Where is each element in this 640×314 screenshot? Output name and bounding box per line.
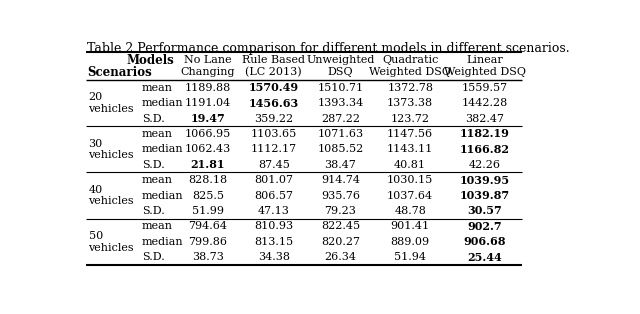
Text: 19.47: 19.47 <box>191 113 225 124</box>
Text: 87.45: 87.45 <box>258 160 290 170</box>
Text: Table 2 Performance comparison for different models in different scenarios.: Table 2 Performance comparison for diffe… <box>86 42 570 55</box>
Text: 813.15: 813.15 <box>254 237 293 247</box>
Text: 123.72: 123.72 <box>390 114 429 123</box>
Text: 20
vehicles: 20 vehicles <box>88 92 134 114</box>
Text: 382.47: 382.47 <box>465 114 504 123</box>
Text: 806.57: 806.57 <box>254 191 293 201</box>
Text: 48.78: 48.78 <box>394 206 426 216</box>
Text: 1166.82: 1166.82 <box>460 144 509 155</box>
Text: 1112.17: 1112.17 <box>251 144 297 154</box>
Text: 1039.95: 1039.95 <box>460 175 509 186</box>
Text: 914.74: 914.74 <box>321 175 360 185</box>
Text: 34.38: 34.38 <box>258 252 290 262</box>
Text: 26.34: 26.34 <box>324 252 356 262</box>
Text: 38.47: 38.47 <box>324 160 356 170</box>
Text: median: median <box>142 98 184 108</box>
Text: 1147.56: 1147.56 <box>387 129 433 139</box>
Text: DSQ: DSQ <box>328 67 353 77</box>
Text: 1373.38: 1373.38 <box>387 98 433 108</box>
Text: Models: Models <box>126 54 174 67</box>
Text: 40
vehicles: 40 vehicles <box>88 185 134 206</box>
Text: 901.41: 901.41 <box>390 221 429 231</box>
Text: 1559.57: 1559.57 <box>461 83 508 93</box>
Text: 1510.71: 1510.71 <box>317 83 364 93</box>
Text: mean: mean <box>142 221 173 231</box>
Text: mean: mean <box>142 83 173 93</box>
Text: 21.81: 21.81 <box>191 159 225 170</box>
Text: 1442.28: 1442.28 <box>461 98 508 108</box>
Text: Weighted DSQ: Weighted DSQ <box>369 67 451 77</box>
Text: S.D.: S.D. <box>142 206 164 216</box>
Text: No Lane: No Lane <box>184 55 232 65</box>
Text: 30
vehicles: 30 vehicles <box>88 138 134 160</box>
Text: S.D.: S.D. <box>142 114 164 123</box>
Text: median: median <box>142 237 184 247</box>
Text: Quadratic: Quadratic <box>382 55 438 65</box>
Text: 794.64: 794.64 <box>188 221 227 231</box>
Text: median: median <box>142 144 184 154</box>
Text: 359.22: 359.22 <box>254 114 293 123</box>
Text: median: median <box>142 191 184 201</box>
Text: 25.44: 25.44 <box>467 252 502 263</box>
Text: Linear: Linear <box>466 55 503 65</box>
Text: 801.07: 801.07 <box>254 175 293 185</box>
Text: 51.99: 51.99 <box>192 206 224 216</box>
Text: 1456.63: 1456.63 <box>248 98 299 109</box>
Text: 1030.15: 1030.15 <box>387 175 433 185</box>
Text: 1182.19: 1182.19 <box>460 128 509 139</box>
Text: 1085.52: 1085.52 <box>317 144 364 154</box>
Text: 1570.49: 1570.49 <box>249 82 299 93</box>
Text: Rule Based: Rule Based <box>243 55 305 65</box>
Text: 38.73: 38.73 <box>192 252 224 262</box>
Text: 1189.88: 1189.88 <box>185 83 231 93</box>
Text: mean: mean <box>142 175 173 185</box>
Text: Unweighted: Unweighted <box>306 55 374 65</box>
Text: 810.93: 810.93 <box>254 221 293 231</box>
Text: 1062.43: 1062.43 <box>185 144 231 154</box>
Text: Scenarios: Scenarios <box>88 66 152 79</box>
Text: 825.5: 825.5 <box>192 191 224 201</box>
Text: 1143.11: 1143.11 <box>387 144 433 154</box>
Text: 42.26: 42.26 <box>468 160 500 170</box>
Text: 820.27: 820.27 <box>321 237 360 247</box>
Text: 79.23: 79.23 <box>324 206 356 216</box>
Text: 1372.78: 1372.78 <box>387 83 433 93</box>
Text: mean: mean <box>142 129 173 139</box>
Text: 906.68: 906.68 <box>463 236 506 247</box>
Text: 935.76: 935.76 <box>321 191 360 201</box>
Text: 822.45: 822.45 <box>321 221 360 231</box>
Text: 828.18: 828.18 <box>188 175 227 185</box>
Text: 799.86: 799.86 <box>188 237 227 247</box>
Text: 1191.04: 1191.04 <box>185 98 231 108</box>
Text: 51.94: 51.94 <box>394 252 426 262</box>
Text: S.D.: S.D. <box>142 160 164 170</box>
Text: 50
vehicles: 50 vehicles <box>88 231 134 252</box>
Text: 902.7: 902.7 <box>467 221 502 232</box>
Text: 47.13: 47.13 <box>258 206 290 216</box>
Text: 1039.87: 1039.87 <box>460 190 509 201</box>
Text: 889.09: 889.09 <box>390 237 429 247</box>
Text: 40.81: 40.81 <box>394 160 426 170</box>
Text: S.D.: S.D. <box>142 252 164 262</box>
Text: 1066.95: 1066.95 <box>185 129 231 139</box>
Text: 30.57: 30.57 <box>467 205 502 216</box>
Text: 1103.65: 1103.65 <box>251 129 297 139</box>
Text: 1037.64: 1037.64 <box>387 191 433 201</box>
Text: Weighted DSQ: Weighted DSQ <box>444 67 525 77</box>
Text: Changing: Changing <box>180 67 235 77</box>
Text: 287.22: 287.22 <box>321 114 360 123</box>
Text: (LC 2013): (LC 2013) <box>245 67 302 78</box>
Text: 1393.34: 1393.34 <box>317 98 364 108</box>
Text: 1071.63: 1071.63 <box>317 129 364 139</box>
